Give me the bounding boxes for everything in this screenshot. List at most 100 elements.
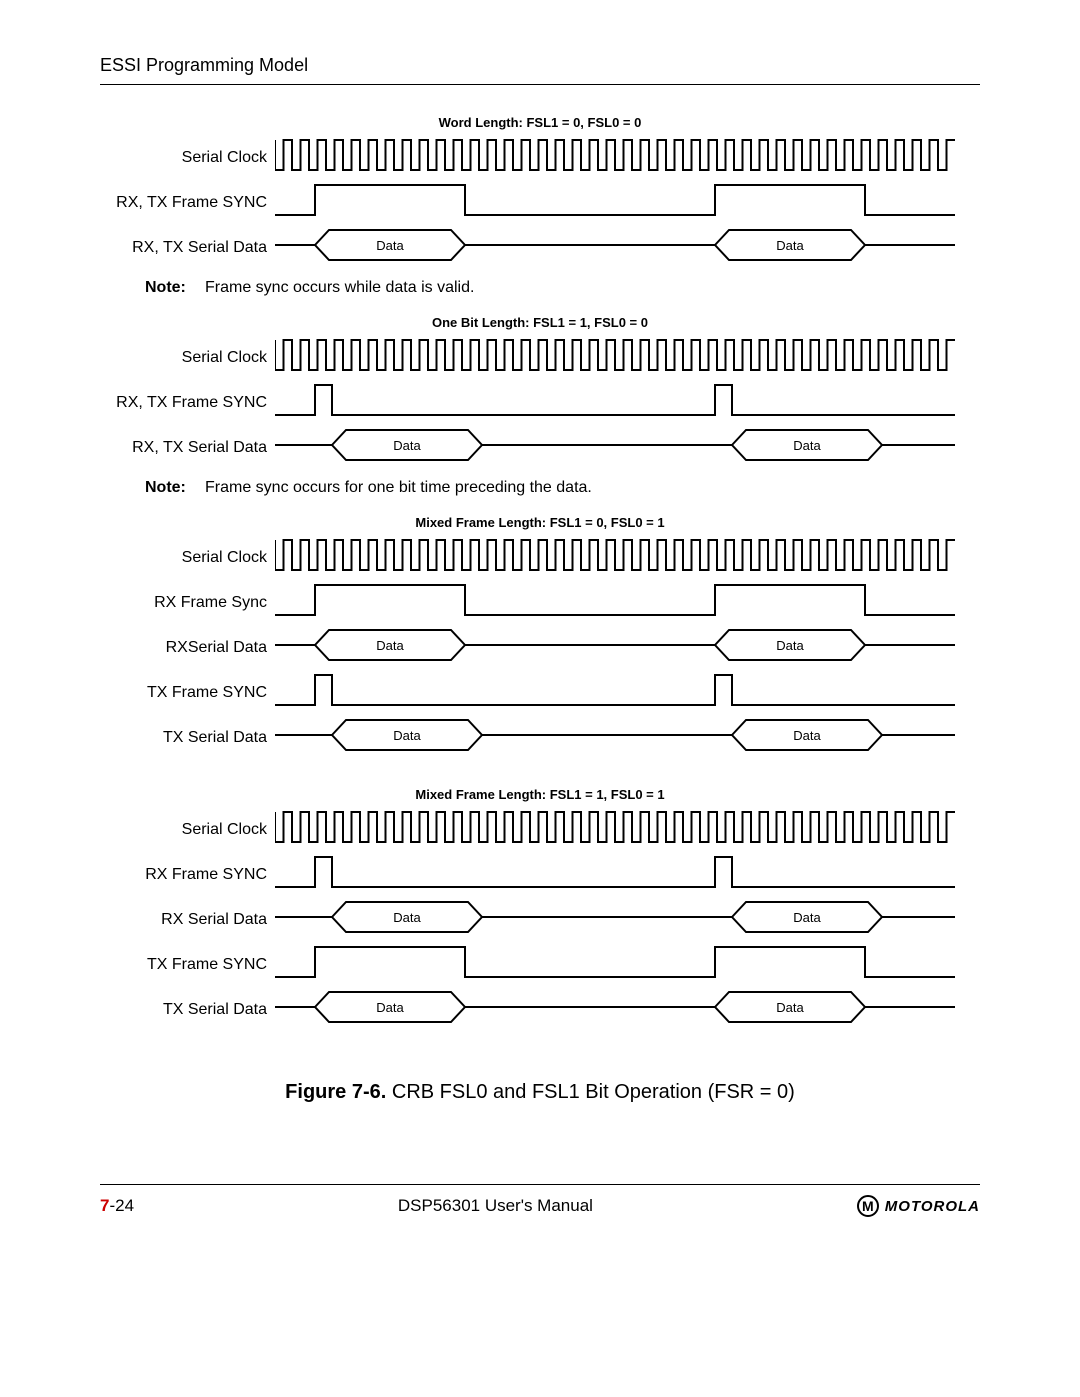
row-label: Serial Clock bbox=[100, 349, 275, 367]
timing-row: Serial Clock bbox=[100, 808, 980, 851]
timing-row: RX, TX Serial Data Data Data bbox=[100, 226, 980, 269]
waveform-svg bbox=[275, 181, 955, 219]
note-text: Frame sync occurs for one bit time prece… bbox=[205, 479, 592, 497]
timing-row: Serial Clock bbox=[100, 536, 980, 579]
note-row: Note:Frame sync occurs for one bit time … bbox=[145, 479, 980, 497]
motorola-logo-text: MOTOROLA bbox=[885, 1198, 980, 1215]
waveform-wrap bbox=[275, 943, 955, 986]
section-title: Mixed Frame Length: FSL1 = 1, FSL0 = 1 bbox=[100, 787, 980, 802]
row-label: TX Serial Data bbox=[100, 729, 275, 747]
waveform-svg bbox=[275, 136, 955, 174]
waveform-wrap: Data Data bbox=[275, 426, 955, 469]
page-num-val: -24 bbox=[109, 1196, 134, 1215]
waveform-svg: Data Data bbox=[275, 716, 955, 754]
figure-caption: Figure 7-6. CRB FSL0 and FSL1 Bit Operat… bbox=[100, 1081, 980, 1104]
timing-row: Serial Clock bbox=[100, 336, 980, 379]
note-label: Note: bbox=[145, 479, 205, 497]
row-label: RX Frame SYNC bbox=[100, 866, 275, 884]
note-text: Frame sync occurs while data is valid. bbox=[205, 279, 474, 297]
waveform-wrap: Data Data bbox=[275, 226, 955, 269]
waveform-svg bbox=[275, 671, 955, 709]
header-rule bbox=[100, 84, 980, 85]
waveform-svg bbox=[275, 808, 955, 846]
section-title: Mixed Frame Length: FSL1 = 0, FSL0 = 1 bbox=[100, 515, 980, 530]
waveform-svg: Data Data bbox=[275, 226, 955, 264]
page-footer: 7-24 DSP56301 User's Manual M MOTOROLA bbox=[100, 1184, 980, 1217]
svg-text:Data: Data bbox=[376, 1000, 404, 1015]
svg-text:Data: Data bbox=[376, 238, 404, 253]
waveform-svg: Data Data bbox=[275, 426, 955, 464]
waveform-wrap bbox=[275, 853, 955, 896]
note-label: Note: bbox=[145, 279, 205, 297]
waveform-wrap bbox=[275, 671, 955, 714]
waveform-svg bbox=[275, 853, 955, 891]
timing-section: Mixed Frame Length: FSL1 = 0, FSL0 = 1 Se… bbox=[100, 515, 980, 779]
timing-diagrams: Word Length: FSL1 = 0, FSL0 = 0 Serial Cl… bbox=[100, 115, 980, 1051]
waveform-wrap: Data Data bbox=[275, 626, 955, 669]
row-label: TX Frame SYNC bbox=[100, 684, 275, 702]
row-label: RX, TX Serial Data bbox=[100, 439, 275, 457]
timing-section: Word Length: FSL1 = 0, FSL0 = 0 Serial Cl… bbox=[100, 115, 980, 297]
waveform-wrap bbox=[275, 808, 955, 851]
waveform-svg: Data Data bbox=[275, 626, 955, 664]
timing-row: TX Serial Data Data Data bbox=[100, 716, 980, 759]
timing-row: RX, TX Frame SYNC bbox=[100, 181, 980, 224]
motorola-logo-icon: M bbox=[857, 1195, 879, 1217]
page-number: 7-24 bbox=[100, 1196, 134, 1216]
row-label: RX, TX Serial Data bbox=[100, 239, 275, 257]
section-title: One Bit Length: FSL1 = 1, FSL0 = 0 bbox=[100, 315, 980, 330]
row-label: Serial Clock bbox=[100, 821, 275, 839]
waveform-svg bbox=[275, 381, 955, 419]
timing-section: One Bit Length: FSL1 = 1, FSL0 = 0 Serial… bbox=[100, 315, 980, 497]
row-label: TX Serial Data bbox=[100, 1001, 275, 1019]
page-header: ESSI Programming Model bbox=[100, 55, 980, 76]
waveform-svg bbox=[275, 336, 955, 374]
section-title: Word Length: FSL1 = 0, FSL0 = 0 bbox=[100, 115, 980, 130]
waveform-wrap bbox=[275, 181, 955, 224]
timing-section: Mixed Frame Length: FSL1 = 1, FSL0 = 1 Se… bbox=[100, 787, 980, 1051]
timing-row: RX Frame SYNC bbox=[100, 853, 980, 896]
timing-row: RX Frame Sync bbox=[100, 581, 980, 624]
row-label: RX Frame Sync bbox=[100, 594, 275, 612]
waveform-svg bbox=[275, 943, 955, 981]
svg-text:Data: Data bbox=[776, 638, 804, 653]
svg-text:Data: Data bbox=[793, 910, 821, 925]
waveform-wrap: Data Data bbox=[275, 716, 955, 759]
svg-text:Data: Data bbox=[393, 728, 421, 743]
waveform-wrap: Data Data bbox=[275, 898, 955, 941]
timing-row: RX, TX Serial Data Data Data bbox=[100, 426, 980, 469]
svg-text:Data: Data bbox=[393, 438, 421, 453]
timing-row: RX, TX Frame SYNC bbox=[100, 381, 980, 424]
waveform-wrap bbox=[275, 536, 955, 579]
manual-title: DSP56301 User's Manual bbox=[398, 1196, 593, 1216]
svg-text:Data: Data bbox=[376, 638, 404, 653]
svg-text:Data: Data bbox=[776, 238, 804, 253]
waveform-svg: Data Data bbox=[275, 898, 955, 936]
row-label: RX, TX Frame SYNC bbox=[100, 194, 275, 212]
row-label: TX Frame SYNC bbox=[100, 956, 275, 974]
row-label: RX Serial Data bbox=[100, 911, 275, 929]
svg-text:Data: Data bbox=[793, 728, 821, 743]
note-row: Note:Frame sync occurs while data is val… bbox=[145, 279, 980, 297]
waveform-wrap bbox=[275, 136, 955, 179]
motorola-logo-group: M MOTOROLA bbox=[857, 1195, 980, 1217]
timing-row: RXSerial DataDataData bbox=[100, 626, 980, 669]
waveform-wrap bbox=[275, 381, 955, 424]
waveform-wrap bbox=[275, 581, 955, 624]
figure-text: CRB FSL0 and FSL1 Bit Operation (FSR = 0… bbox=[386, 1081, 795, 1103]
waveform-svg bbox=[275, 581, 955, 619]
waveform-svg bbox=[275, 536, 955, 574]
row-label: RX, TX Frame SYNC bbox=[100, 394, 275, 412]
waveform-wrap bbox=[275, 336, 955, 379]
row-label: Serial Clock bbox=[100, 549, 275, 567]
timing-row: TX Frame SYNC bbox=[100, 943, 980, 986]
timing-row: RX Serial Data Data Data bbox=[100, 898, 980, 941]
svg-text:Data: Data bbox=[393, 910, 421, 925]
timing-row: TX Serial DataDataData bbox=[100, 988, 980, 1031]
waveform-wrap: DataData bbox=[275, 988, 955, 1031]
row-label: Serial Clock bbox=[100, 149, 275, 167]
waveform-svg: DataData bbox=[275, 988, 955, 1026]
svg-text:Data: Data bbox=[793, 438, 821, 453]
timing-row: TX Frame SYNC bbox=[100, 671, 980, 714]
figure-label: Figure 7-6. bbox=[285, 1081, 386, 1103]
